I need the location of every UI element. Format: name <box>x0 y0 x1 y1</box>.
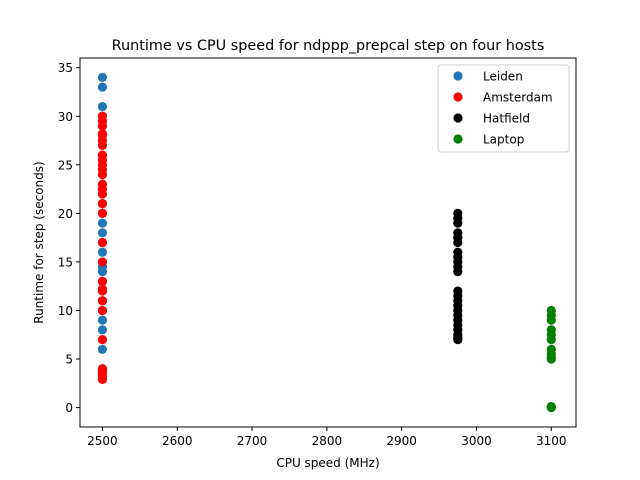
chart-title: Runtime vs CPU speed for ndppp_prepcal s… <box>112 38 545 54</box>
x-tick-label: 2800 <box>312 434 343 448</box>
legend-marker <box>453 113 463 123</box>
data-point <box>97 218 108 228</box>
data-point <box>97 169 108 180</box>
y-tick-label: 15 <box>58 255 73 269</box>
data-point <box>97 189 108 199</box>
data-point <box>97 315 108 325</box>
data-point <box>453 237 463 248</box>
data-point <box>453 218 463 228</box>
y-tick-label: 5 <box>65 353 73 367</box>
x-axis: 2500 2600 2700 2800 2900 3000 3100 <box>87 427 567 448</box>
x-tick-label: 2700 <box>237 434 268 448</box>
data-point <box>97 247 108 257</box>
data-point <box>546 315 556 325</box>
data-point <box>97 276 108 286</box>
x-axis-label: CPU speed (MHz) <box>276 456 379 470</box>
data-point <box>97 305 108 316</box>
data-point <box>97 199 108 209</box>
y-tick-label: 25 <box>58 158 73 172</box>
y-tick-label: 20 <box>58 207 73 221</box>
data-point <box>546 402 556 412</box>
data-point <box>97 228 108 238</box>
x-tick-label: 2900 <box>386 434 417 448</box>
x-tick-label: 2500 <box>87 434 118 448</box>
x-tick-label: 2600 <box>162 434 193 448</box>
x-tick-label: 3100 <box>536 434 567 448</box>
data-point <box>97 344 108 354</box>
data-point <box>97 72 108 83</box>
data-point <box>97 237 108 248</box>
data-point <box>97 101 108 112</box>
data-point <box>97 140 108 150</box>
data-point <box>453 333 463 343</box>
data-point <box>97 121 108 131</box>
y-tick-label: 0 <box>65 401 73 415</box>
series-laptop <box>546 305 556 413</box>
legend-entry: Amsterdam <box>483 91 553 105</box>
y-axis-label: Runtime for step (seconds) <box>32 161 46 323</box>
y-tick-label: 35 <box>58 61 73 75</box>
y-axis: 0 5 10 15 20 25 30 35 <box>58 61 80 415</box>
series-amsterdam <box>97 111 108 385</box>
data-point <box>97 325 108 335</box>
y-tick-label: 30 <box>58 110 73 124</box>
legend-entry: Laptop <box>483 133 524 147</box>
legend-marker <box>453 134 463 144</box>
x-tick-label: 3000 <box>461 434 492 448</box>
data-point <box>97 129 108 139</box>
data-point <box>97 296 108 306</box>
data-point <box>97 208 108 218</box>
data-point <box>97 257 108 267</box>
data-point <box>546 352 556 362</box>
data-point <box>97 366 108 376</box>
data-point <box>97 284 108 294</box>
data-point <box>453 267 463 277</box>
legend-entry: Hatfield <box>483 112 530 126</box>
legend-marker <box>453 71 463 81</box>
legend: Leiden Amsterdam Hatfield Laptop <box>437 64 570 153</box>
data-point <box>97 267 108 277</box>
y-tick-label: 10 <box>58 304 73 318</box>
data-point <box>97 82 108 92</box>
data-point <box>546 335 556 345</box>
series-hatfield <box>453 208 463 345</box>
legend-box <box>437 64 570 153</box>
axes-frame <box>79 57 577 428</box>
plot-area <box>97 72 556 413</box>
data-point <box>97 335 108 345</box>
legend-marker <box>453 92 463 102</box>
legend-entry: Leiden <box>483 70 523 84</box>
